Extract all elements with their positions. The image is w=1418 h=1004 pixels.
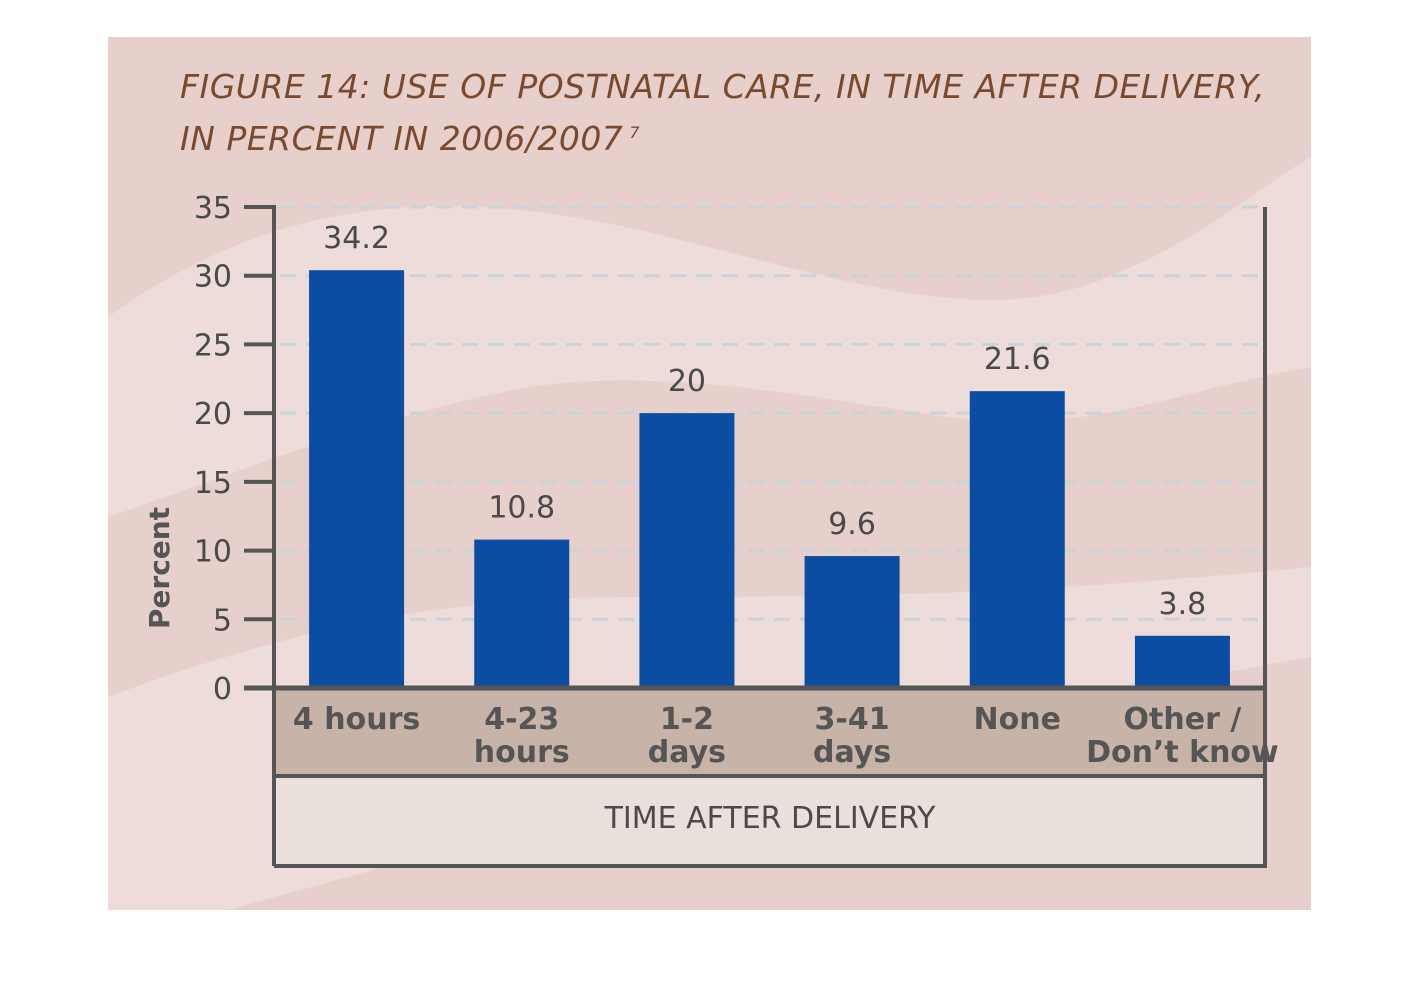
bar-value-label: 3.8: [1159, 587, 1207, 622]
x-tick-label: 4-23: [484, 702, 559, 737]
footnote-marker: 7: [629, 123, 640, 142]
x-tick-label: Other /: [1124, 702, 1242, 737]
x-tick-label: days: [813, 735, 891, 770]
bar: [804, 556, 900, 688]
bar-value-label: 21.6: [984, 342, 1051, 377]
x-axis-label: TIME AFTER DELIVERY: [604, 801, 936, 836]
y-tick-label: 15: [194, 466, 232, 501]
x-tick-label: None: [974, 702, 1061, 737]
y-axis-label: Percent: [143, 507, 176, 629]
category-band: [274, 688, 1265, 776]
chart-title-line-2: IN PERCENT IN 2006/2007 7: [180, 119, 640, 158]
chart-title-text: IN PERCENT IN 2006/2007: [180, 119, 624, 158]
gridlines: [280, 205, 1261, 621]
bar: [969, 391, 1065, 688]
bar-value-label: 9.6: [828, 507, 876, 542]
y-tick-label: 35: [194, 191, 232, 226]
y-tick-label: 25: [194, 328, 232, 363]
axis-title-band: [274, 776, 1265, 866]
bar: [309, 270, 405, 688]
chart-title-line-1: FIGURE 14: USE OF POSTNATAL CARE, IN TIM…: [180, 67, 1266, 106]
y-tick-label: 0: [213, 672, 232, 707]
x-tick-label: days: [648, 735, 726, 770]
x-tick-label: 3-41: [815, 702, 890, 737]
bar-value-label: 20: [668, 364, 706, 399]
background-wave-upper: [108, 157, 1311, 517]
x-tick-label: 1-2: [660, 702, 714, 737]
bars: [309, 270, 1230, 688]
figure-panel: FIGURE 14: USE OF POSTNATAL CARE, IN TIM…: [108, 37, 1311, 910]
bar: [1134, 635, 1230, 688]
bar-value-label: 34.2: [323, 221, 390, 256]
x-tick-label: 4 hours: [293, 702, 420, 737]
y-tick-label: 10: [194, 535, 232, 570]
y-tick-label: 5: [213, 603, 232, 638]
bar-value-label: 10.8: [488, 491, 555, 526]
axes: [244, 205, 1267, 868]
x-tick-label: hours: [474, 735, 570, 770]
y-tick-label: 30: [194, 260, 232, 295]
bar: [474, 539, 570, 688]
bar: [639, 413, 735, 688]
y-tick-label: 20: [194, 397, 232, 432]
x-tick-label: Don’t know: [1086, 735, 1279, 770]
